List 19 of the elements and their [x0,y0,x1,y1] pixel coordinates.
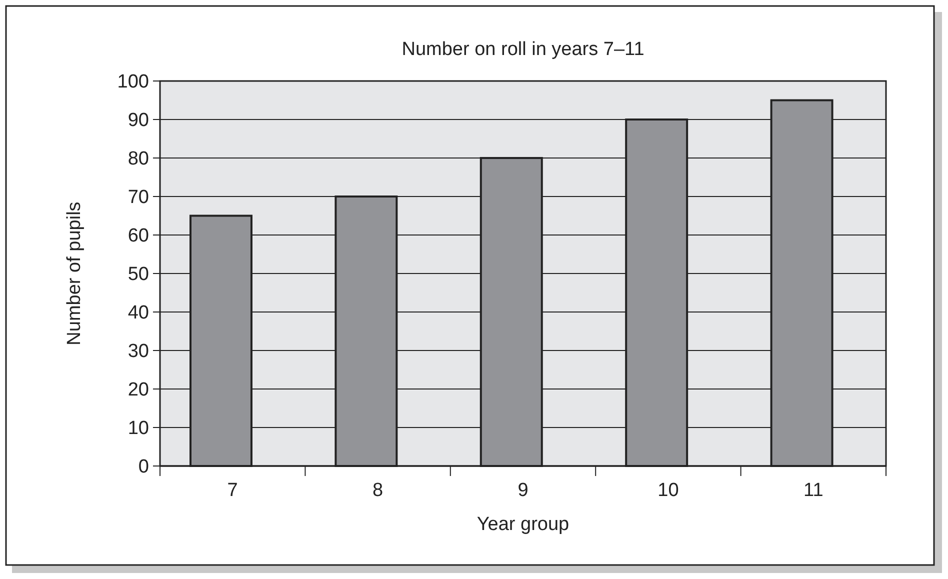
x-tick-label: 7 [227,480,238,501]
y-tick-label: 50 [128,264,149,286]
y-tick-label: 40 [128,302,149,324]
x-tick-label: 9 [518,480,528,501]
y-tick-label: 30 [128,341,149,362]
y-tick-label: 80 [128,148,149,170]
x-axis-title: Year group [476,514,570,535]
y-axis-title: Number of pupils [64,202,85,346]
y-tick-label: 70 [128,187,149,208]
y-tick-label: 90 [128,110,149,132]
x-tick-label: 10 [658,480,679,501]
chart-title: Number on roll in years 7–11 [402,39,644,60]
x-tick-label: 8 [372,480,384,501]
y-tick-label: 10 [128,418,149,440]
y-tick-label: 100 [117,72,149,93]
y-tick-label: 20 [128,380,149,401]
y-tick-label: 0 [138,456,149,478]
x-tick-label: 11 [804,480,824,501]
y-tick-label: 60 [128,226,149,247]
